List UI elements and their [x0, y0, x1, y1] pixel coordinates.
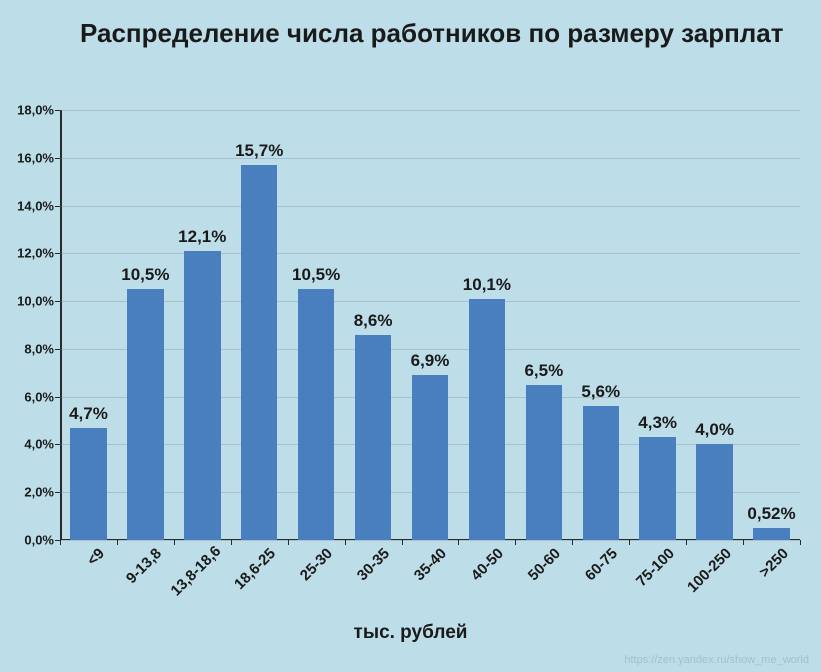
bar: 8,6%	[355, 335, 391, 540]
x-tick-mark	[231, 540, 232, 545]
bar-value-label: 4,7%	[69, 404, 108, 424]
bar: 6,9%	[412, 375, 448, 540]
bar: 4,0%	[696, 444, 732, 540]
bar: 10,1%	[469, 299, 505, 540]
bar-value-label: 8,6%	[354, 311, 393, 331]
bar: 10,5%	[298, 289, 334, 540]
bar: 10,5%	[127, 289, 163, 540]
bar-value-label: 15,7%	[235, 141, 283, 161]
y-tick-label: 14,0%	[17, 198, 54, 213]
y-axis-tick	[55, 253, 60, 254]
bar-value-label: 6,5%	[524, 361, 563, 381]
gridline	[60, 110, 800, 111]
x-tick-label: 9-13,8	[111, 545, 165, 599]
y-tick-label: 10,0%	[17, 294, 54, 309]
bar-value-label: 12,1%	[178, 227, 226, 247]
x-tick-label: 40-50	[452, 545, 506, 599]
x-tick-label: 18,6-25	[225, 545, 279, 599]
y-axis-tick	[55, 492, 60, 493]
x-tick-label: 50-60	[509, 545, 563, 599]
x-tick-mark	[572, 540, 573, 545]
y-tick-label: 2,0%	[24, 485, 54, 500]
watermark: https://zen.yandex.ru/show_me_world	[624, 654, 809, 666]
gridline	[60, 301, 800, 302]
bar-value-label: 4,3%	[638, 413, 677, 433]
y-axis-tick	[55, 206, 60, 207]
x-axis-title: тыс. рублей	[0, 622, 821, 644]
bar: 4,7%	[70, 428, 106, 540]
bar-value-label: 5,6%	[581, 382, 620, 402]
x-tick-mark	[60, 540, 61, 545]
chart-title: Распределение числа работников по размер…	[80, 18, 791, 49]
x-tick-mark	[458, 540, 459, 545]
x-tick-label: 25-30	[282, 545, 336, 599]
y-axis-tick	[55, 110, 60, 111]
x-tick-mark	[345, 540, 346, 545]
x-tick-label: 60-75	[566, 545, 620, 599]
x-tick-label: 35-40	[396, 545, 450, 599]
bar-value-label: 10,5%	[121, 265, 169, 285]
x-tick-mark	[743, 540, 744, 545]
gridline	[60, 349, 800, 350]
bar: 0,52%	[753, 528, 789, 540]
gridline	[60, 253, 800, 254]
x-tick-label: 100-250	[680, 545, 734, 599]
bar: 5,6%	[583, 406, 619, 540]
bar-value-label: 10,1%	[463, 275, 511, 295]
gridline	[60, 540, 800, 541]
bar: 12,1%	[184, 251, 220, 540]
y-axis-tick	[55, 444, 60, 445]
x-tick-mark	[288, 540, 289, 545]
y-tick-label: 6,0%	[24, 389, 54, 404]
bar-value-label: 6,9%	[411, 351, 450, 371]
x-tick-mark	[117, 540, 118, 545]
bar: 6,5%	[526, 385, 562, 540]
y-axis-tick	[55, 349, 60, 350]
y-tick-label: 12,0%	[17, 246, 54, 261]
x-tick-label: 13,8-18,6	[168, 545, 222, 599]
bar-value-label: 4,0%	[695, 420, 734, 440]
gridline	[60, 158, 800, 159]
x-tick-mark	[402, 540, 403, 545]
x-tick-mark	[515, 540, 516, 545]
x-tick-mark	[629, 540, 630, 545]
y-axis-line	[60, 110, 62, 540]
gridline	[60, 206, 800, 207]
x-tick-label: >250	[737, 545, 791, 599]
bar: 4,3%	[639, 437, 675, 540]
x-tick-label: <9	[54, 545, 108, 599]
y-tick-label: 16,0%	[17, 150, 54, 165]
x-tick-label: 30-35	[339, 545, 393, 599]
bar-value-label: 0,52%	[747, 504, 795, 524]
x-tick-label: 75-100	[623, 545, 677, 599]
x-tick-mark	[686, 540, 687, 545]
bar: 15,7%	[241, 165, 277, 540]
bar-value-label: 10,5%	[292, 265, 340, 285]
x-tick-mark	[800, 540, 801, 545]
y-axis-tick	[55, 301, 60, 302]
y-tick-label: 8,0%	[24, 341, 54, 356]
y-tick-label: 18,0%	[17, 103, 54, 118]
y-tick-label: 4,0%	[24, 437, 54, 452]
y-tick-label: 0,0%	[24, 533, 54, 548]
chart-plot-area: 0,0%2,0%4,0%6,0%8,0%10,0%12,0%14,0%16,0%…	[60, 110, 800, 540]
y-axis-tick	[55, 397, 60, 398]
x-tick-mark	[174, 540, 175, 545]
y-axis-tick	[55, 158, 60, 159]
